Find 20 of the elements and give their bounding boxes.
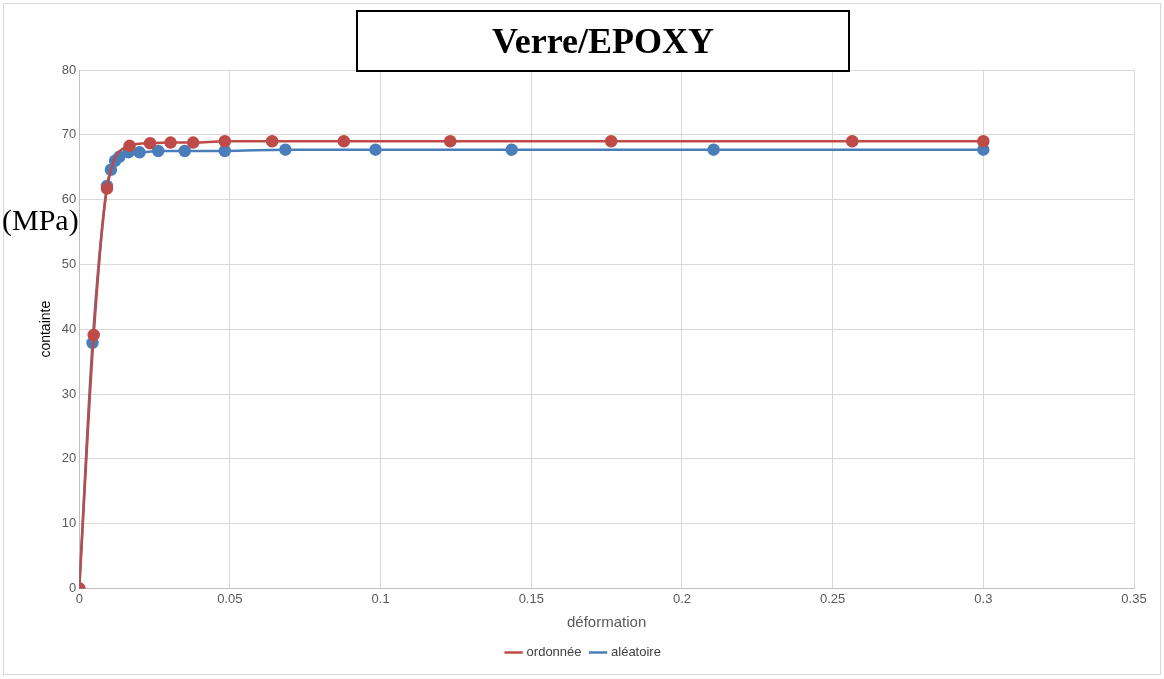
y-tick-label: 70	[61, 126, 77, 142]
legend-label: aléatoire	[611, 644, 661, 660]
x-tick-label: 0.05	[217, 590, 243, 606]
x-tick-label: 0.25	[819, 590, 846, 606]
x-axis-title: déformation	[567, 613, 647, 631]
y-tick-label: 10	[61, 515, 77, 531]
y-tick-label: 30	[61, 385, 77, 401]
x-tick-label: 0.15	[518, 590, 544, 606]
x-tick-label: 0.35	[1121, 590, 1147, 606]
y-tick-label: 50	[61, 255, 77, 271]
x-tick-label: 0.2	[672, 590, 692, 606]
y-tick-label: 20	[61, 450, 77, 466]
y-tick-label: 0	[69, 579, 77, 595]
y-tick-label: 40	[61, 320, 77, 336]
x-tick-label: 0.3	[974, 590, 993, 606]
chart-title: Verre/EPOXY	[356, 10, 850, 72]
x-tick-label: 0.1	[371, 590, 390, 606]
y-axis-title: containte	[37, 300, 54, 358]
legend-label: ordonnée	[526, 644, 582, 660]
y-tick-label: 80	[61, 61, 77, 77]
